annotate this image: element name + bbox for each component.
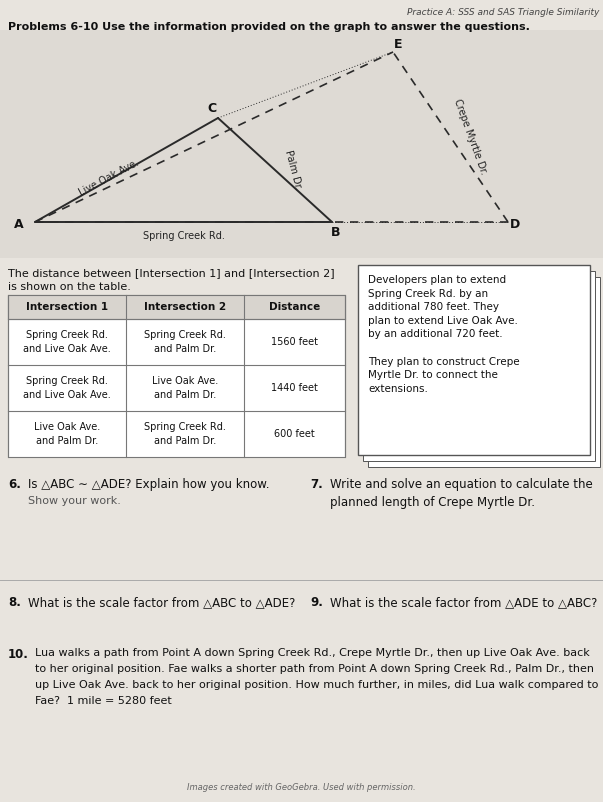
Text: 8.: 8.: [8, 596, 21, 609]
Text: Images created with GeoGebra. Used with permission.: Images created with GeoGebra. Used with …: [187, 783, 415, 792]
Text: 1440 feet: 1440 feet: [271, 383, 318, 393]
Text: Show your work.: Show your work.: [28, 496, 121, 506]
Text: Intersection 2: Intersection 2: [144, 302, 226, 312]
Text: 9.: 9.: [310, 596, 323, 609]
Text: Developers plan to extend
Spring Creek Rd. by an
additional 780 feet. They
plan : Developers plan to extend Spring Creek R…: [368, 275, 520, 394]
Text: Is △ABC ∼ △ADE? Explain how you know.: Is △ABC ∼ △ADE? Explain how you know.: [28, 478, 270, 491]
Text: D: D: [510, 217, 520, 230]
Text: 1560 feet: 1560 feet: [271, 337, 318, 347]
Text: Spring Creek Rd.
and Palm Dr.: Spring Creek Rd. and Palm Dr.: [144, 423, 226, 446]
Text: Spring Creek Rd.
and Palm Dr.: Spring Creek Rd. and Palm Dr.: [144, 330, 226, 354]
Text: B: B: [331, 225, 341, 238]
Text: Spring Creek Rd.
and Live Oak Ave.: Spring Creek Rd. and Live Oak Ave.: [23, 330, 111, 354]
Text: Distance: Distance: [269, 302, 320, 312]
Text: Live Oak Ave.
and Palm Dr.: Live Oak Ave. and Palm Dr.: [152, 376, 218, 399]
Text: E: E: [394, 38, 402, 51]
Text: Lua walks a path from Point A down Spring Creek Rd., Crepe Myrtle Dr., then up L: Lua walks a path from Point A down Sprin…: [35, 648, 590, 658]
Text: up Live Oak Ave. back to her original position. How much further, in miles, did : up Live Oak Ave. back to her original po…: [35, 680, 598, 690]
Text: What is the scale factor from △ADE to △ABC?: What is the scale factor from △ADE to △A…: [330, 596, 598, 609]
Text: Spring Creek Rd.: Spring Creek Rd.: [142, 231, 224, 241]
Text: Live Oak Ave.
and Palm Dr.: Live Oak Ave. and Palm Dr.: [34, 423, 100, 446]
Text: Practice A: SSS and SAS Triangle Similarity: Practice A: SSS and SAS Triangle Similar…: [406, 8, 599, 17]
Text: A: A: [14, 217, 24, 230]
Text: 10.: 10.: [8, 648, 29, 661]
Bar: [363, 271, 595, 461]
Text: Spring Creek Rd.
and Live Oak Ave.: Spring Creek Rd. and Live Oak Ave.: [23, 376, 111, 399]
Bar: [368, 277, 600, 467]
Bar: [0, 30, 603, 258]
Text: 600 feet: 600 feet: [274, 429, 315, 439]
Bar: [8, 295, 345, 319]
Text: to her original position. Fae walks a shorter path from Point A down Spring Cree: to her original position. Fae walks a sh…: [35, 664, 594, 674]
Text: The distance between [Intersection 1] and [Intersection 2]: The distance between [Intersection 1] an…: [8, 268, 335, 278]
Text: C: C: [207, 102, 216, 115]
Bar: [8, 295, 345, 457]
Text: What is the scale factor from △ABC to △ADE?: What is the scale factor from △ABC to △A…: [28, 596, 295, 609]
Text: is shown on the table.: is shown on the table.: [8, 282, 131, 292]
Text: Live Oak Ave.: Live Oak Ave.: [77, 158, 140, 198]
Text: 7.: 7.: [310, 478, 323, 491]
Text: planned length of Crepe Myrtle Dr.: planned length of Crepe Myrtle Dr.: [330, 496, 535, 509]
Text: Fae?  1 mile = 5280 feet: Fae? 1 mile = 5280 feet: [35, 696, 172, 706]
Text: 6.: 6.: [8, 478, 21, 491]
Text: Crepe Myrtle Dr.: Crepe Myrtle Dr.: [452, 98, 489, 176]
Bar: [358, 265, 590, 455]
Text: Intersection 1: Intersection 1: [26, 302, 108, 312]
Text: Palm Dr.: Palm Dr.: [283, 149, 303, 191]
Text: Write and solve an equation to calculate the: Write and solve an equation to calculate…: [330, 478, 593, 491]
Text: Problems 6-10 Use the information provided on the graph to answer the questions.: Problems 6-10 Use the information provid…: [8, 22, 530, 32]
